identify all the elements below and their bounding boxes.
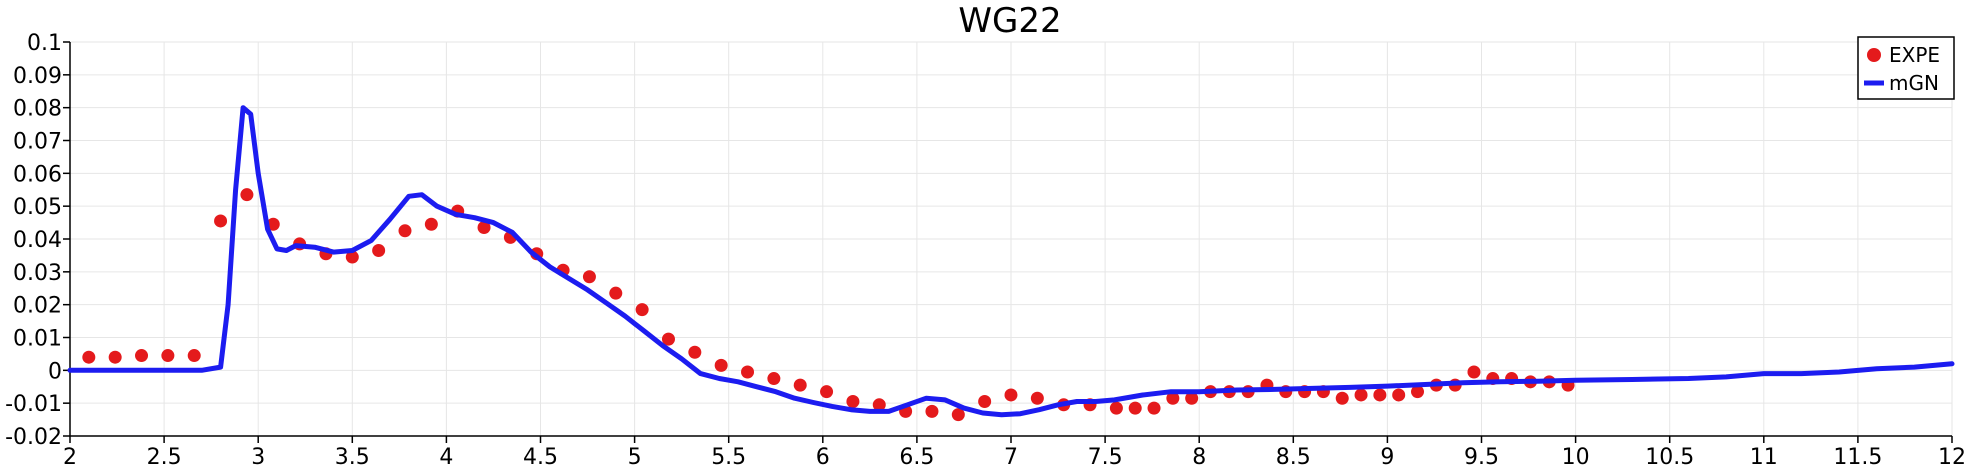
y-tick-label: 0.07 <box>13 130 62 155</box>
data-point <box>793 378 807 392</box>
data-point <box>345 250 359 264</box>
data-point <box>1335 391 1349 405</box>
chart-title: WG22 <box>958 1 1061 41</box>
data-point <box>688 345 702 359</box>
data-point <box>1147 401 1161 415</box>
x-tick-label: 4 <box>439 445 453 470</box>
x-tick-label: 10 <box>1562 445 1590 470</box>
x-tick-label: 4.5 <box>523 445 558 470</box>
legend-label-mgn: mGN <box>1889 71 1939 95</box>
x-tick-label: 8.5 <box>1276 445 1311 470</box>
data-point <box>1373 388 1387 402</box>
x-tick-label: 2.5 <box>147 445 182 470</box>
x-tick-label: 5 <box>628 445 642 470</box>
data-point <box>477 221 491 235</box>
y-tick-label: 0 <box>48 359 62 384</box>
plot-series <box>67 105 1955 422</box>
y-axis-ticks: 0.1 0.09 0.08 0.07 0.06 0.05 0.04 0.03 0.02 0.01 0… <box>5 31 70 450</box>
y-tick-label: 0.06 <box>13 162 62 187</box>
x-tick-label: 7 <box>1004 445 1018 470</box>
x-tick-label: 3 <box>251 445 265 470</box>
data-point <box>1411 385 1425 399</box>
y-tick-label: 0.03 <box>13 261 62 286</box>
data-point <box>240 188 254 202</box>
data-point <box>1166 391 1180 405</box>
data-point <box>635 303 649 317</box>
data-point <box>214 214 228 228</box>
data-point <box>925 404 939 418</box>
data-point <box>582 270 596 284</box>
x-tick-label: 11.5 <box>1833 445 1882 470</box>
data-point <box>951 408 965 422</box>
data-point <box>661 332 675 346</box>
y-tick-label: -0.02 <box>5 425 62 450</box>
data-point <box>820 385 834 399</box>
data-point <box>108 350 122 364</box>
legend-box <box>1857 36 1955 100</box>
data-point <box>767 372 781 386</box>
x-tick-label: 12 <box>1938 445 1966 470</box>
y-tick-label: -0.01 <box>5 392 62 417</box>
legend: EXPE mGN <box>1857 36 1955 100</box>
data-point <box>82 350 96 364</box>
data-point <box>1128 401 1142 415</box>
x-tick-label: 6.5 <box>899 445 934 470</box>
x-tick-label: 7.5 <box>1088 445 1123 470</box>
data-point <box>1185 391 1199 405</box>
x-tick-label: 2 <box>63 445 77 470</box>
series-mgn <box>67 105 1955 418</box>
data-point <box>1004 388 1018 402</box>
y-tick-label: 0.05 <box>13 195 62 220</box>
x-tick-label: 11 <box>1750 445 1778 470</box>
data-point <box>135 349 149 363</box>
data-point <box>1392 388 1406 402</box>
legend-label-expe: EXPE <box>1889 43 1940 67</box>
data-point <box>1109 401 1123 415</box>
legend-marker-expe <box>1867 48 1881 62</box>
data-point <box>1030 391 1044 405</box>
y-tick-label: 0.08 <box>13 97 62 122</box>
x-tick-label: 9 <box>1380 445 1394 470</box>
data-point <box>398 224 412 238</box>
x-tick-label: 8 <box>1192 445 1206 470</box>
data-point <box>266 217 280 231</box>
series-line <box>67 105 1955 418</box>
data-point <box>846 395 860 409</box>
x-tick-label: 6 <box>816 445 830 470</box>
data-point <box>978 395 992 409</box>
x-tick-label: 9.5 <box>1464 445 1499 470</box>
x-axis-ticks: 2 2.5 3 3.5 4 4.5 5 5.5 6 6.5 7 7.5 8 8.5 9 9.5 10 10.5 11… <box>63 436 1966 470</box>
y-tick-label: 0.01 <box>13 327 62 352</box>
data-point <box>424 217 438 231</box>
x-tick-label: 3.5 <box>335 445 370 470</box>
data-point <box>187 349 201 363</box>
data-point <box>1354 388 1368 402</box>
x-tick-label: 5.5 <box>711 445 746 470</box>
data-point <box>609 286 623 300</box>
data-point <box>714 358 728 372</box>
data-point <box>741 365 755 379</box>
data-point <box>372 243 386 257</box>
x-tick-label: 10.5 <box>1645 445 1694 470</box>
data-point <box>161 349 175 363</box>
data-point <box>1467 365 1481 379</box>
y-tick-label: 0.02 <box>13 294 62 319</box>
y-tick-label: 0.1 <box>27 31 62 56</box>
y-tick-label: 0.04 <box>13 228 62 253</box>
data-point <box>872 398 886 412</box>
y-tick-label: 0.09 <box>13 64 62 89</box>
